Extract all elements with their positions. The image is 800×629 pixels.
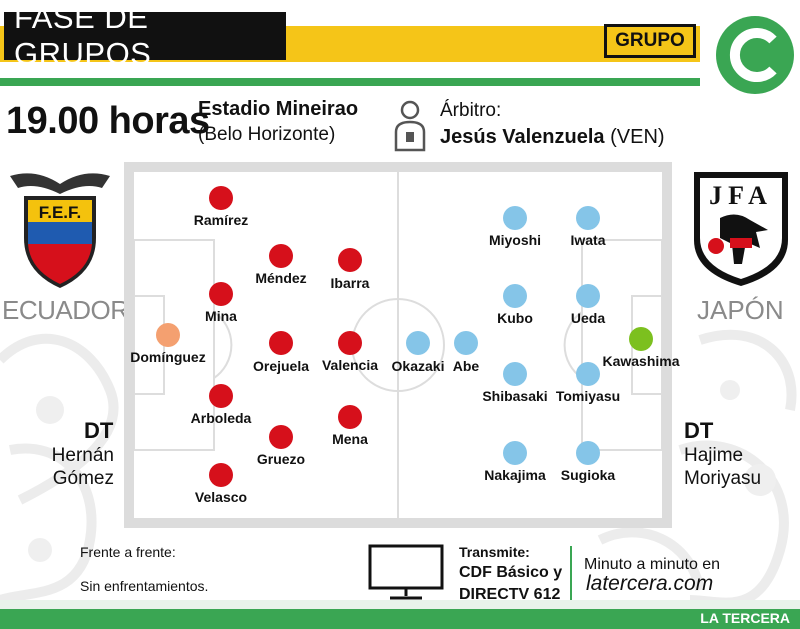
away-coach-first-name: Hajime <box>684 445 744 466</box>
home-coach: Hernán Gómez <box>52 444 114 490</box>
away-player-name: Iwata <box>570 232 606 248</box>
away-coach-label: DT <box>684 418 714 443</box>
home-coach-last-name: Gómez <box>52 468 114 489</box>
home-player-name: Mena <box>332 431 368 447</box>
home-coach-label: DT <box>84 418 114 443</box>
home-player-name: Orejuela <box>252 358 310 374</box>
away-player-marker <box>576 284 600 308</box>
away-player-marker <box>576 206 600 230</box>
away-player-marker <box>576 441 600 465</box>
home-player-marker <box>156 323 180 347</box>
publisher-name: LA TERCERA <box>700 610 790 626</box>
away-player-name: Okazaki <box>391 358 445 374</box>
home-player-marker <box>209 463 233 487</box>
referee-name: Jesús Valenzuela <box>440 126 605 148</box>
away-player-name: Nakajima <box>484 467 546 483</box>
home-player-name: Méndez <box>255 270 307 286</box>
away-player-name: Sugioka <box>560 467 616 483</box>
footer-divider <box>570 546 572 602</box>
away-player-marker <box>503 362 527 386</box>
footer-green-band <box>0 609 800 629</box>
ecuador-crest: F.E.F. <box>10 173 110 288</box>
home-player-name: Gruezo <box>256 451 306 467</box>
home-player-marker <box>209 186 233 210</box>
home-player-name: Velasco <box>194 489 248 505</box>
away-player-name: Kubo <box>497 310 533 326</box>
pitch-lines <box>134 172 662 518</box>
broadcast-channel-2: DIRECTV 612 <box>459 586 561 603</box>
away-player-name: Kawashima <box>602 353 680 369</box>
stadium-city: (Belo Horizonte) <box>198 124 336 145</box>
home-player-name: Domínguez <box>130 349 206 365</box>
away-player-name: Miyoshi <box>488 232 542 248</box>
head-to-head-text: Sin enfrentamientos. <box>80 578 209 594</box>
match-time: 19.00 horas <box>6 100 210 142</box>
home-team-name: ECUADOR <box>2 295 129 325</box>
broadcast-channel-1: CDF Básico y <box>459 564 563 581</box>
home-player-marker <box>269 244 293 268</box>
home-player-name: Ramírez <box>193 212 249 228</box>
referee-country: (VEN) <box>610 126 665 148</box>
home-player-marker <box>269 425 293 449</box>
group-label: GRUPO <box>604 24 696 58</box>
home-player-marker <box>338 405 362 429</box>
away-player-marker <box>629 327 653 351</box>
live-coverage-label: Minuto a minuto en <box>584 556 721 573</box>
home-player-marker <box>209 282 233 306</box>
broadcast-label: Transmite: <box>459 544 530 560</box>
phase-title: FASE DE GRUPOS <box>4 0 286 71</box>
away-player-marker <box>576 362 600 386</box>
away-player-marker <box>503 441 527 465</box>
away-player-marker <box>503 206 527 230</box>
footer-strip <box>0 600 800 609</box>
away-player-marker <box>454 331 478 355</box>
ecuador-crest-text: F.E.F. <box>39 203 82 222</box>
japan-crest: JFA <box>694 172 788 286</box>
away-player-marker <box>406 331 430 355</box>
home-coach-first-name: Hernán <box>51 445 114 466</box>
stadium-name: Estadio Mineirao <box>198 98 359 120</box>
header-green-line <box>0 78 700 86</box>
referee: Jesús Valenzuela (VEN) <box>440 126 665 149</box>
away-player-marker <box>503 284 527 308</box>
away-coach-last-name: Moriyasu <box>684 468 762 489</box>
away-coach: Hajime Moriyasu <box>684 444 761 490</box>
away-player-name: Ueda <box>570 310 606 326</box>
referee-person-icon <box>394 100 426 152</box>
away-team-name: JAPÓN <box>697 295 784 325</box>
away-player-name: Abe <box>452 358 480 374</box>
home-player-name: Arboleda <box>190 410 252 426</box>
referee-label: Árbitro: <box>440 100 502 121</box>
home-player-marker <box>209 384 233 408</box>
live-coverage-link[interactable]: latercera.com <box>586 572 714 595</box>
away-player-name: Shibasaki <box>482 388 548 404</box>
head-to-head-label: Frente a frente: <box>80 544 176 560</box>
group-badge <box>716 16 794 94</box>
home-player-marker <box>269 331 293 355</box>
japan-crest-text: JFA <box>709 181 773 210</box>
home-player-marker <box>338 248 362 272</box>
home-player-name: Mina <box>205 308 237 324</box>
home-player-name: Valencia <box>321 357 379 373</box>
decorative-pattern <box>0 329 797 600</box>
tv-icon <box>368 544 444 600</box>
home-player-marker <box>338 331 362 355</box>
home-player-name: Ibarra <box>330 275 370 291</box>
away-player-name: Tomiyasu <box>555 388 621 404</box>
group-letter-c-icon <box>729 28 777 82</box>
